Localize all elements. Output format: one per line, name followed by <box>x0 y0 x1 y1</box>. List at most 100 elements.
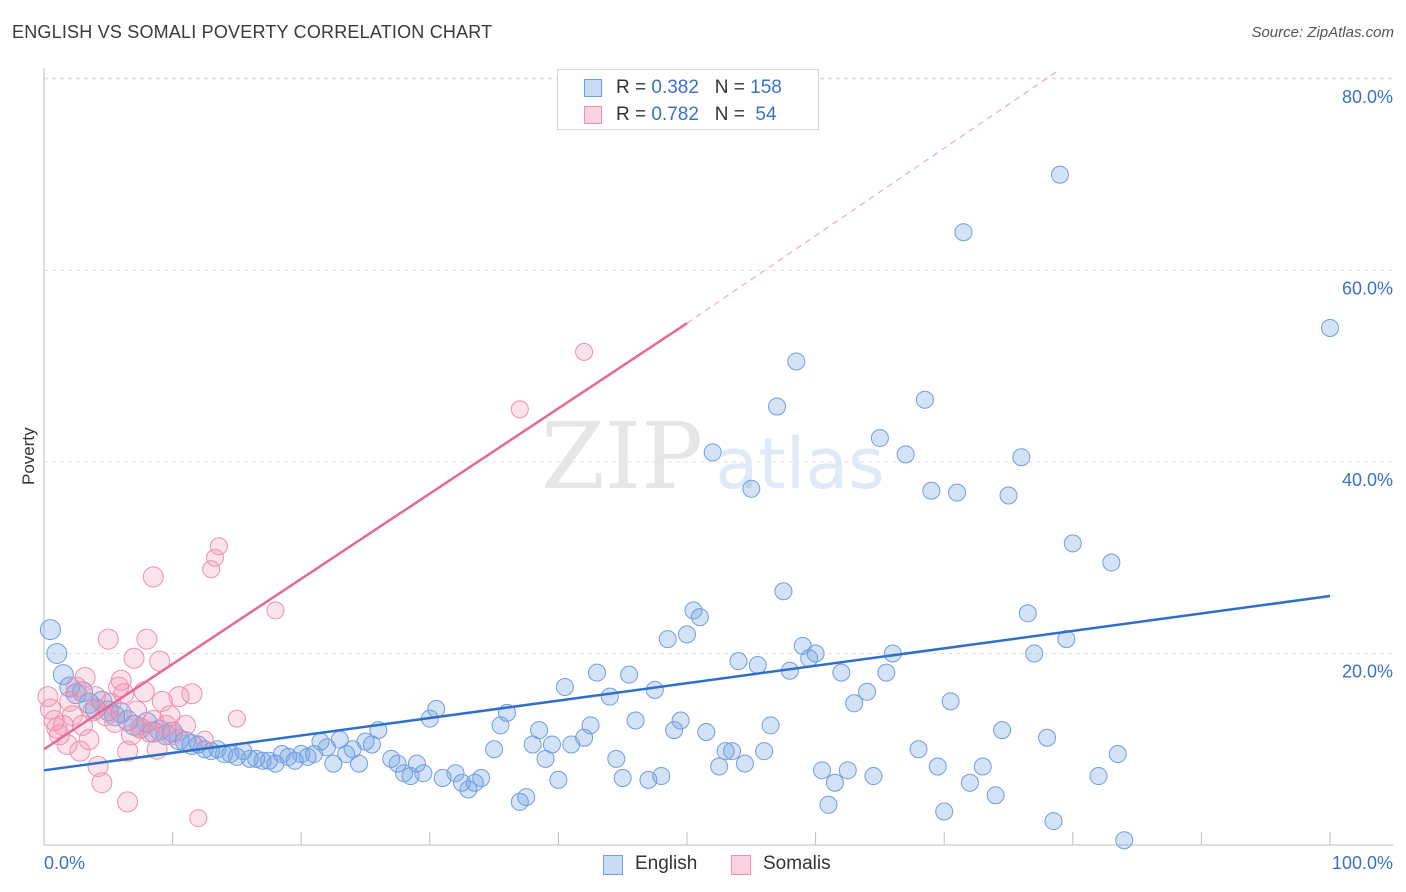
somalis-point <box>74 666 96 688</box>
english-points <box>39 165 1339 850</box>
english-point <box>1115 831 1134 850</box>
legend-n-label: N = <box>714 77 751 98</box>
grid-lines <box>44 77 1393 654</box>
english-point <box>948 483 967 502</box>
english-point <box>678 625 696 644</box>
english-point <box>832 663 851 682</box>
english-point <box>825 773 844 792</box>
somalis-point <box>123 647 145 669</box>
english-point <box>748 655 767 674</box>
somalis-points <box>37 342 594 828</box>
chart-title: ENGLISH VS SOMALI POVERTY CORRELATION CH… <box>12 22 493 42</box>
english-point <box>986 786 1005 805</box>
somalis-point <box>117 740 139 762</box>
somalis-point <box>136 628 158 650</box>
english-point <box>472 768 491 787</box>
somalis-point <box>510 400 529 419</box>
english-point <box>838 761 857 780</box>
english-point <box>1063 534 1082 553</box>
english-point <box>1050 165 1069 184</box>
english-point <box>761 716 780 735</box>
english-point <box>600 687 619 706</box>
english-point <box>774 582 793 601</box>
x-tick-label-min: 0.0% <box>44 853 85 873</box>
english-point <box>1038 728 1057 747</box>
y-tick-label: 80.0% <box>1342 87 1393 107</box>
english-point <box>723 742 742 761</box>
english-point <box>607 749 626 768</box>
somalis-trend-line <box>43 322 688 751</box>
english-point <box>999 486 1018 505</box>
somalis-point <box>110 669 132 691</box>
english-point <box>517 788 536 807</box>
english-point <box>858 682 877 701</box>
english-point <box>1108 745 1127 764</box>
somalis-point <box>37 686 59 708</box>
english-point <box>350 754 369 773</box>
english-point <box>819 795 838 814</box>
english-point <box>690 608 709 627</box>
axes <box>43 68 1393 846</box>
english-point <box>626 711 645 730</box>
english-point <box>52 664 74 686</box>
english-point <box>549 770 568 789</box>
english-point <box>928 757 947 776</box>
english-point <box>1025 644 1044 663</box>
somalis-point <box>97 628 119 650</box>
legend-n-label: N = <box>714 104 751 125</box>
y-tick-label: 60.0% <box>1342 279 1393 299</box>
english-point <box>954 223 973 242</box>
english-point <box>1012 448 1031 467</box>
somalis-point <box>133 681 155 703</box>
english-point <box>46 643 68 664</box>
english-point <box>877 663 896 682</box>
english-point <box>993 721 1012 740</box>
english-point <box>427 700 446 719</box>
english-point <box>620 665 639 684</box>
somalis-trend-extension <box>686 68 1061 324</box>
english-point <box>1321 318 1339 337</box>
legend-n-value: 158 <box>750 77 782 98</box>
english-point <box>710 757 729 776</box>
somalis-point <box>575 342 594 361</box>
english-point <box>935 802 954 821</box>
english-point <box>735 754 754 773</box>
y-axis-label: Poverty <box>19 427 38 485</box>
somalis-point <box>195 730 214 749</box>
legend-swatch-english <box>584 79 602 97</box>
somalis-point <box>39 698 61 720</box>
english-point <box>645 680 664 699</box>
series-legend: English Somalis <box>0 852 1406 880</box>
english-point <box>324 754 343 773</box>
correlation-legend: R = 0.382 N = 158 R = 0.782 N = 54 <box>557 69 819 130</box>
somalis-point <box>117 791 139 813</box>
somalis-point <box>84 686 106 708</box>
english-point <box>652 767 671 786</box>
english-point <box>864 767 883 786</box>
somalis-point <box>174 714 196 736</box>
english-point <box>755 742 774 761</box>
english-point <box>960 773 979 792</box>
english-point <box>806 644 825 663</box>
english-point <box>613 768 632 787</box>
somalis-point <box>159 705 181 727</box>
english-point <box>845 694 864 713</box>
english-trend-line <box>43 594 1331 772</box>
english-point <box>671 711 690 730</box>
somalis-point <box>209 537 228 556</box>
somalis-point <box>266 601 285 620</box>
series-label-somalis: Somalis <box>763 853 831 874</box>
english-point <box>658 630 677 649</box>
english-point <box>459 780 478 799</box>
somalis-point <box>227 709 246 728</box>
english-point <box>787 352 806 371</box>
legend-r-label: R = <box>616 104 652 125</box>
somalis-point <box>91 772 113 794</box>
watermark-zip: ZIP <box>541 403 703 510</box>
trend-lines <box>43 68 1331 772</box>
somalis-point <box>206 548 225 567</box>
somalis-point <box>104 711 126 733</box>
watermark-atlas: atlas <box>715 423 884 505</box>
legend-swatch-somalis <box>584 106 602 124</box>
english-point <box>716 742 735 761</box>
